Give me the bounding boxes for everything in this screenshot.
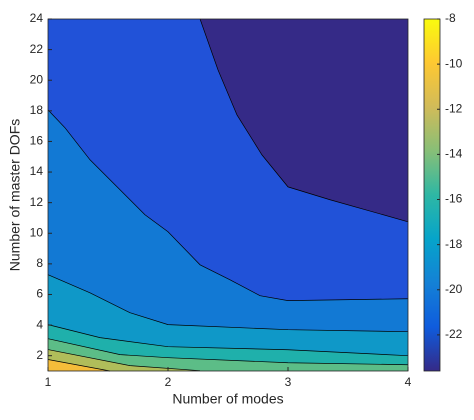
y-tick-label: 2 xyxy=(36,348,43,362)
y-tick-label: 14 xyxy=(30,164,44,178)
x-tick-label: 2 xyxy=(165,375,172,389)
colorbar-tick-label: -14 xyxy=(445,147,463,161)
x-tick-label: 4 xyxy=(405,375,412,389)
colorbar xyxy=(423,18,441,372)
contour-line xyxy=(199,18,409,223)
x-axis-label: Number of modes xyxy=(172,391,283,407)
contour-band xyxy=(48,338,408,371)
y-tick-label: 6 xyxy=(36,287,43,301)
axes-box xyxy=(47,18,409,372)
y-tick-label: 4 xyxy=(36,317,43,331)
contour-line xyxy=(47,109,409,301)
contour-line xyxy=(47,349,201,372)
colorbar-tick-label: -10 xyxy=(445,56,463,70)
y-tick-label: 24 xyxy=(30,11,44,25)
y-axis-label: Number of master DOFs xyxy=(7,119,23,271)
contour-line xyxy=(47,324,409,357)
y-tick-label: 8 xyxy=(36,256,43,270)
x-tick-label: 1 xyxy=(45,375,52,389)
colorbar-tick-label: -22 xyxy=(445,327,463,341)
contour-line xyxy=(47,338,409,366)
y-tick-label: 16 xyxy=(30,134,44,148)
colorbar-tick-label: -12 xyxy=(445,101,463,115)
x-tick-label: 3 xyxy=(285,375,292,389)
contour-band xyxy=(48,109,408,371)
y-tick-label: 20 xyxy=(30,72,44,86)
contour-line xyxy=(47,359,111,372)
colorbar-tick-label: -8 xyxy=(445,11,456,25)
colorbar-tick-label: -18 xyxy=(445,237,463,251)
y-tick-label: 22 xyxy=(30,42,44,56)
colorbar-tick-label: -20 xyxy=(445,282,463,296)
y-tick-label: 10 xyxy=(30,225,44,239)
contour-line xyxy=(47,274,409,333)
y-tick-label: 12 xyxy=(30,195,44,209)
y-tick-label: 18 xyxy=(30,103,44,117)
contour-band xyxy=(48,349,201,371)
colorbar-tick-label: -16 xyxy=(445,192,463,206)
